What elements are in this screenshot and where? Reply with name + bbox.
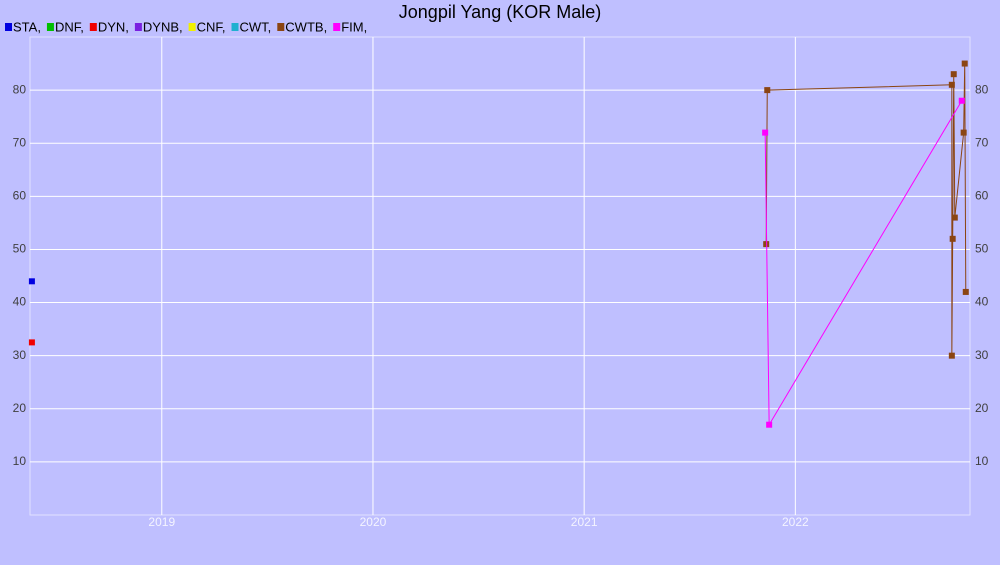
- y2-tick-label: 30: [975, 348, 989, 362]
- data-point: [948, 81, 955, 88]
- data-point: [960, 129, 967, 136]
- y2-tick-label: 50: [975, 242, 989, 256]
- data-point: [950, 71, 957, 78]
- y2-tick-label: 10: [975, 454, 989, 468]
- legend-swatch: [231, 23, 239, 31]
- y-tick-label: 10: [13, 454, 27, 468]
- legend-label: DYN,: [98, 19, 129, 34]
- y-tick-label: 20: [13, 401, 27, 415]
- data-point: [28, 339, 35, 346]
- legend-label: STA,: [13, 19, 41, 34]
- chart-title: Jongpil Yang (KOR Male): [399, 2, 601, 22]
- legend-swatch: [134, 23, 142, 31]
- y-tick-label: 40: [13, 295, 27, 309]
- legend-swatch: [89, 23, 97, 31]
- legend-label: FIM,: [341, 19, 367, 34]
- data-point: [948, 352, 955, 359]
- data-point: [28, 278, 35, 285]
- data-point: [961, 60, 968, 67]
- legend-swatch: [277, 23, 285, 31]
- legend-label: CWTB,: [285, 19, 327, 34]
- y2-tick-label: 60: [975, 189, 989, 203]
- legend-label: CNF,: [197, 19, 226, 34]
- y-tick-label: 70: [13, 135, 27, 149]
- y-tick-label: 30: [13, 348, 27, 362]
- plot-area: [29, 36, 971, 516]
- legend-label: DNF,: [55, 19, 84, 34]
- y2-tick-label: 40: [975, 295, 989, 309]
- y-tick-label: 50: [13, 242, 27, 256]
- y-tick-label: 60: [13, 189, 27, 203]
- x-tick-label: 2019: [148, 515, 175, 529]
- legend-swatch: [333, 23, 341, 31]
- data-point: [764, 87, 771, 94]
- legend-swatch: [46, 23, 54, 31]
- data-point: [951, 214, 958, 221]
- y-tick-label: 80: [13, 82, 27, 96]
- x-tick-label: 2020: [360, 515, 387, 529]
- data-point: [949, 235, 956, 242]
- y2-tick-label: 70: [975, 135, 989, 149]
- y2-tick-label: 80: [975, 82, 989, 96]
- legend-swatch: [188, 23, 196, 31]
- data-point: [762, 129, 769, 136]
- legend-label: CWT,: [240, 19, 272, 34]
- y2-tick-label: 20: [975, 401, 989, 415]
- data-point: [766, 421, 773, 428]
- x-tick-label: 2021: [571, 515, 598, 529]
- legend-label: DYNB,: [143, 19, 183, 34]
- legend-swatch: [5, 23, 12, 31]
- x-tick-label: 2022: [782, 515, 809, 529]
- data-point: [962, 288, 969, 295]
- data-point: [958, 97, 965, 104]
